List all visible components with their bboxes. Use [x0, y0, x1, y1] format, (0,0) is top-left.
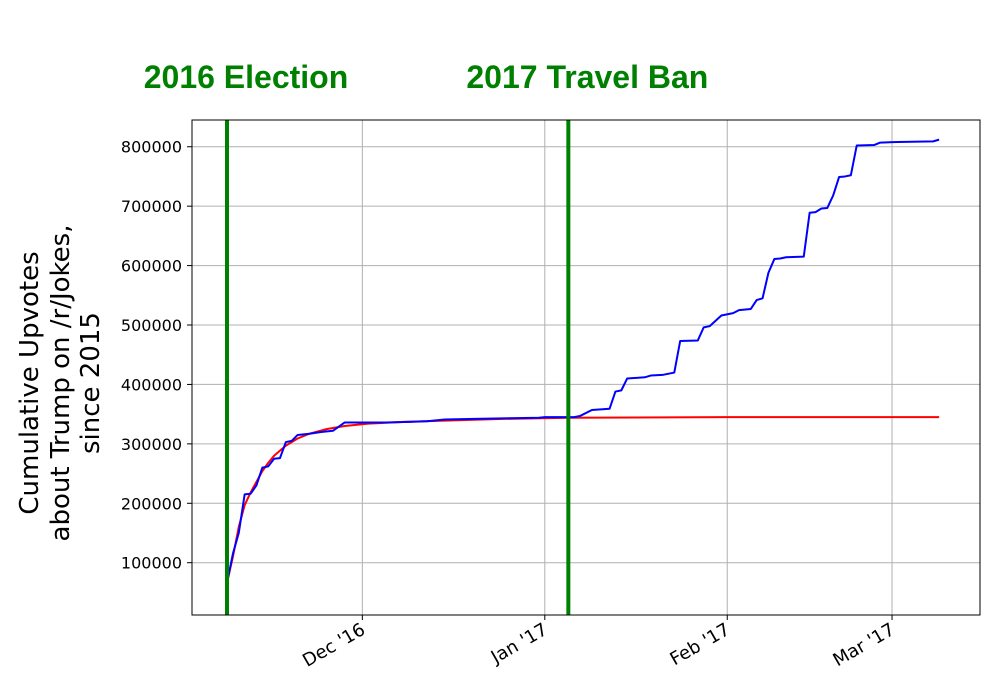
x-tick-label: Dec '16 — [299, 619, 369, 671]
y-tick-label: 100000 — [121, 554, 182, 573]
y-axis-label-line: about Trump on /r/Jokes, — [46, 225, 76, 542]
y-axis-label-line: since 2015 — [76, 312, 106, 454]
ticks: 100000 200000 300000 400000 500000 600000 7000… — [121, 138, 899, 672]
x-tick-label: Jan '17 — [487, 619, 551, 668]
y-tick-label: 600000 — [121, 257, 182, 276]
event-label: 2017 Travel Ban — [466, 59, 708, 95]
x-tick-label: Feb '17 — [667, 619, 734, 670]
y-tick-label: 500000 — [121, 316, 182, 335]
x-tick-label: Mar '17 — [830, 619, 899, 671]
y-tick-label: 700000 — [121, 197, 182, 216]
y-axis-label: Cumulative Upvotes about Trump on /r/Joke… — [15, 225, 106, 542]
y-tick-label: 400000 — [121, 375, 182, 394]
y-axis-label-line: Cumulative Upvotes — [15, 251, 45, 514]
series-line — [226, 138, 940, 584]
series-line — [226, 416, 940, 584]
plot-frame — [191, 119, 981, 616]
grid — [192, 120, 980, 615]
y-tick-label: 200000 — [121, 494, 182, 513]
series-layer — [226, 138, 940, 584]
y-tick-label: 300000 — [121, 435, 182, 454]
event-label: 2016 Election — [144, 59, 349, 95]
annotation-layer: 2016 Election 2017 Travel Ban — [144, 59, 708, 615]
y-tick-label: 800000 — [121, 138, 182, 157]
